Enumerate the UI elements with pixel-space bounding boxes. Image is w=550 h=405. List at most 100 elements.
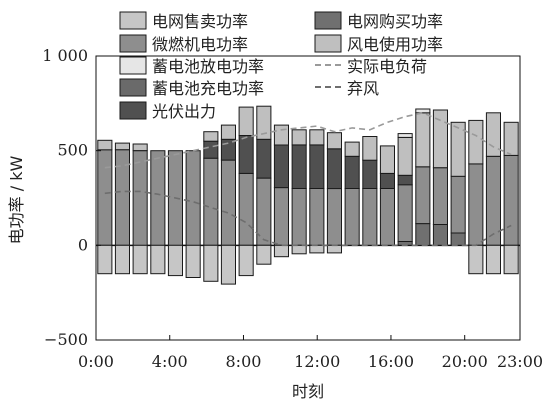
bar	[291, 188, 307, 246]
bar	[344, 188, 360, 246]
bar	[203, 157, 219, 246]
bar	[220, 244, 236, 285]
bar	[220, 124, 236, 140]
bar	[362, 159, 378, 190]
legend-label: 电网购买功率	[347, 12, 443, 31]
bar	[185, 244, 201, 279]
bar	[256, 244, 272, 265]
legend-label: 风电使用功率	[347, 35, 443, 54]
bar	[291, 129, 307, 146]
bar	[362, 188, 378, 246]
y-axis-title: 电功率 / kW	[7, 155, 26, 244]
bar	[114, 244, 131, 275]
bar	[238, 244, 254, 277]
lines	[104, 111, 512, 247]
axes: −500 0 500 1 000 0:00 4:00 8:00 12:00 16:00 20:00…	[42, 46, 543, 371]
x-axis-title: 时刻	[292, 382, 324, 401]
legend-label: 实际电负荷	[347, 57, 427, 76]
bar	[150, 150, 166, 246]
bar	[326, 188, 342, 246]
bar	[150, 244, 166, 275]
bar	[326, 132, 342, 150]
bar	[468, 163, 484, 246]
bar	[468, 119, 484, 165]
bar	[309, 144, 325, 189]
bar	[291, 144, 307, 189]
y-tick-label: 500	[57, 141, 88, 160]
x-tick-label: 20:00	[442, 352, 488, 371]
bar	[309, 188, 325, 246]
y-tick-label: −500	[44, 330, 88, 349]
legend-swatch	[119, 56, 147, 75]
bar	[415, 112, 431, 168]
bar	[344, 141, 360, 157]
bar	[326, 244, 342, 254]
bar	[220, 138, 236, 161]
legend-swatch	[119, 78, 147, 97]
legend-swatch	[314, 11, 342, 30]
plot-frame	[95, 55, 521, 341]
bar	[503, 244, 519, 275]
bars	[97, 105, 519, 285]
bar	[379, 172, 395, 189]
bar	[503, 121, 519, 156]
bar	[291, 244, 307, 255]
legend-label: 蓄电池充电功率	[152, 79, 264, 98]
bar	[362, 136, 378, 161]
bar	[485, 244, 501, 275]
x-tick-label: 23:00	[497, 352, 543, 371]
bar	[238, 106, 254, 136]
legend-swatch	[314, 34, 342, 53]
bar	[97, 149, 113, 246]
bar	[397, 133, 413, 138]
bar	[256, 138, 272, 179]
bar	[273, 124, 289, 146]
bar	[132, 244, 148, 275]
x-tick-label: 4:00	[152, 352, 188, 371]
legend-label: 电网售卖功率	[152, 12, 248, 31]
bar	[397, 184, 413, 242]
bar	[114, 142, 131, 151]
bar	[203, 131, 219, 142]
bar	[432, 109, 448, 169]
bar	[415, 108, 431, 114]
bar	[326, 148, 342, 190]
bar	[203, 244, 219, 282]
x-tick-label: 0:00	[78, 352, 114, 371]
bar	[273, 187, 289, 246]
bar	[238, 172, 254, 246]
bar	[415, 166, 431, 225]
bar	[256, 105, 272, 140]
legend-swatch	[119, 101, 147, 120]
legend-swatch	[119, 11, 147, 30]
bar	[97, 244, 113, 275]
bar	[397, 136, 413, 176]
bar	[167, 244, 183, 277]
legend-swatch	[119, 34, 147, 53]
bar	[379, 188, 395, 246]
x-tick-label: 16:00	[368, 352, 414, 371]
bar	[450, 121, 466, 177]
bar	[450, 232, 466, 246]
bar	[432, 167, 448, 225]
bar	[397, 174, 413, 186]
bar	[220, 159, 236, 246]
bar	[432, 224, 448, 246]
bar	[503, 154, 519, 246]
legend-label: 弃风	[347, 79, 379, 98]
legend-label: 微燃机电功率	[152, 35, 248, 54]
series-line	[104, 190, 512, 247]
x-tick-label: 12:00	[294, 352, 340, 371]
bar	[238, 135, 254, 174]
legend-label: 蓄电池放电功率	[152, 57, 264, 76]
bar	[450, 175, 466, 234]
bar	[468, 244, 484, 275]
bar	[132, 150, 148, 246]
bar	[132, 143, 148, 152]
bar	[309, 244, 325, 254]
x-tick-label: 8:00	[226, 352, 262, 371]
legend-label: 光伏出力	[152, 102, 216, 121]
series-line	[104, 111, 512, 169]
